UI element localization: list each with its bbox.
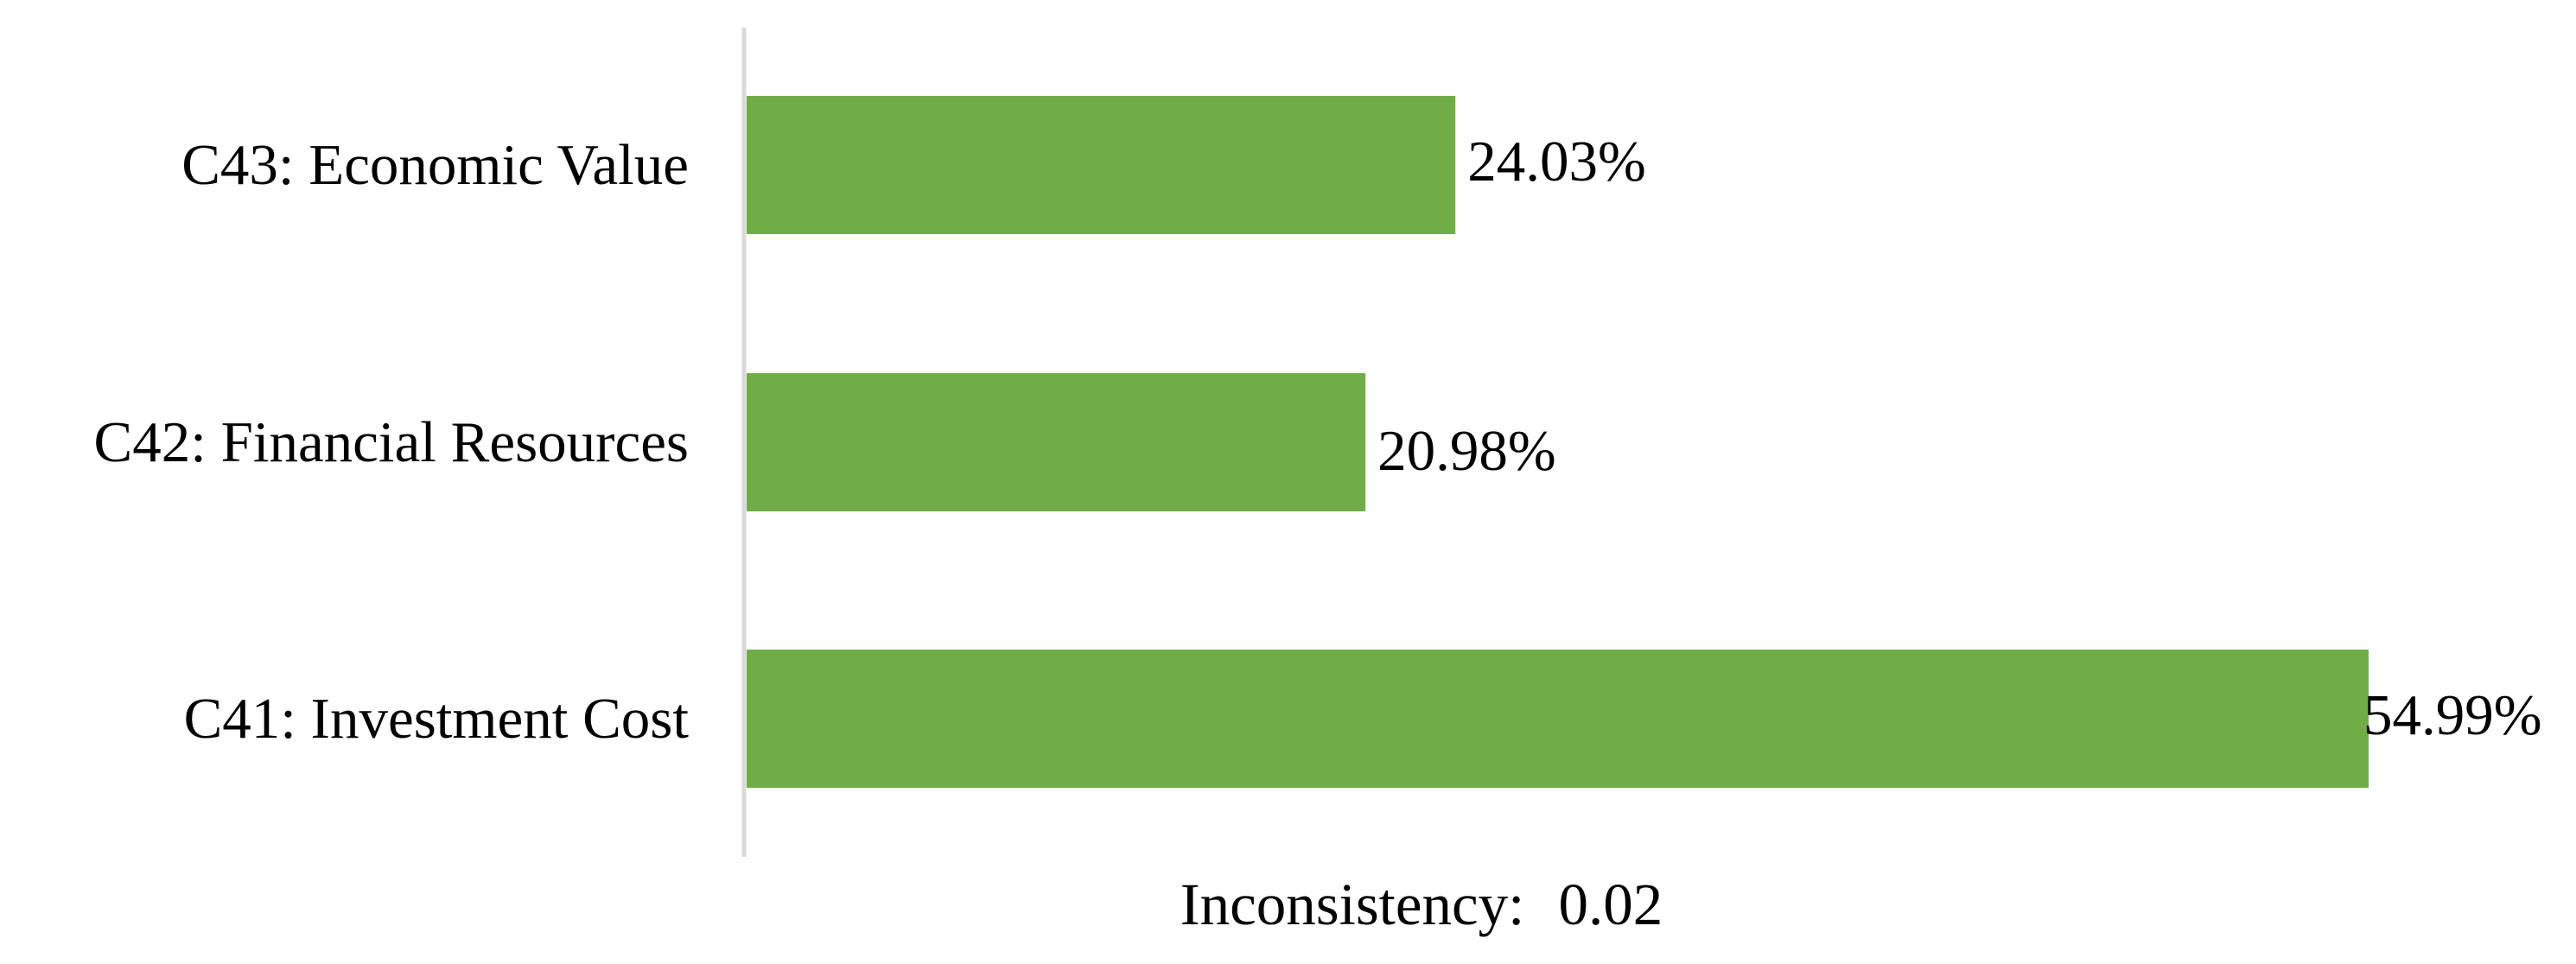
category-label-2: C42: Financial Resources <box>94 410 689 474</box>
data-label-3: 54.99% <box>2363 683 2542 747</box>
inconsistency-label: Inconsistency: 0.02 <box>1180 872 1663 937</box>
data-label-1: 24.03% <box>1467 130 1646 193</box>
bar-3 <box>747 650 2369 788</box>
bar-2 <box>747 373 1366 511</box>
bar-1 <box>747 96 1456 234</box>
data-label-2: 20.98% <box>1377 419 1556 483</box>
bars-layer <box>747 96 2369 788</box>
inconsistency-value: 0.02 <box>1559 872 1663 937</box>
category-label-3: C41: Investment Cost <box>184 687 690 751</box>
category-label-1: C43: Economic Value <box>181 133 689 197</box>
labels-layer: C43: Economic Value 24.03% C42: Financial … <box>94 130 2542 751</box>
inconsistency-label-text: Inconsistency: <box>1180 872 1525 937</box>
